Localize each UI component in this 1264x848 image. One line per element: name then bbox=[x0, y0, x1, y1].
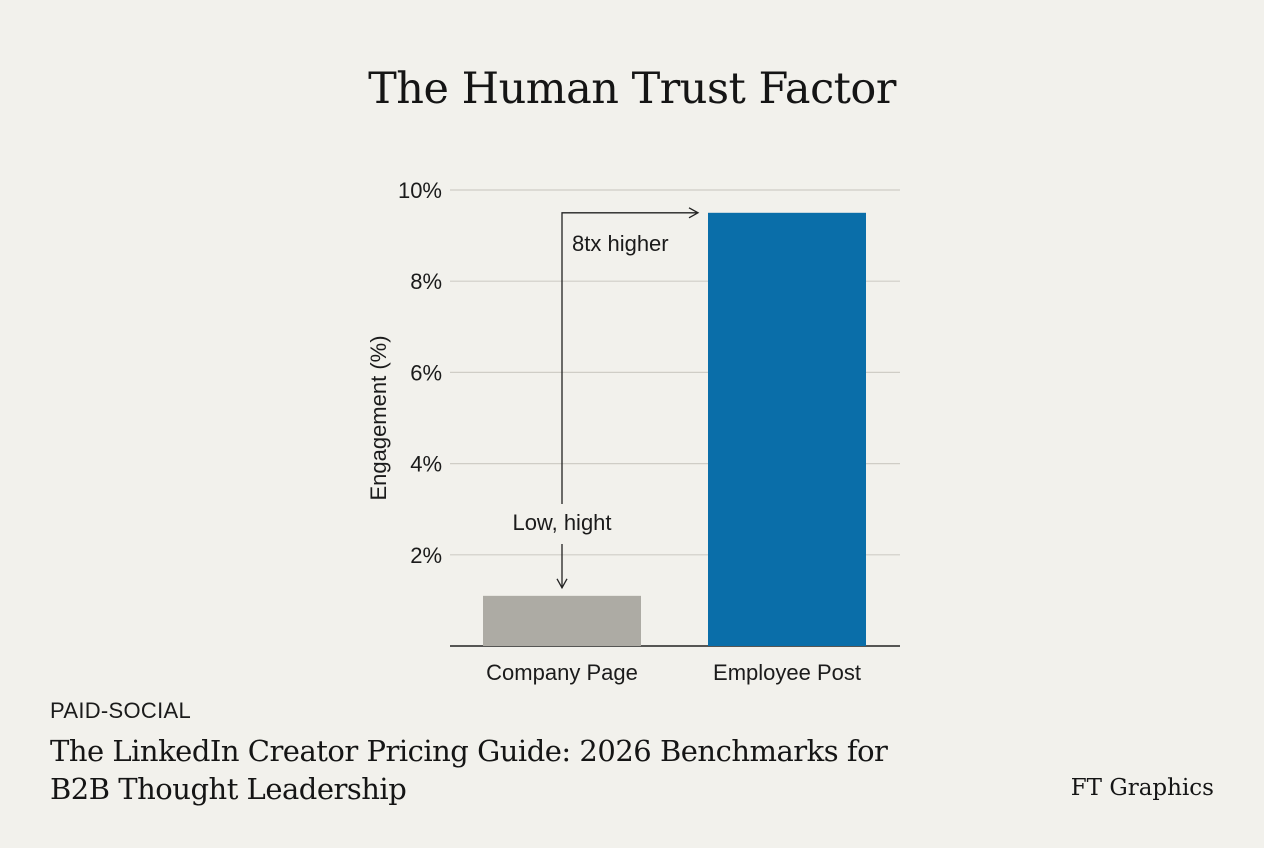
bar-employee-post bbox=[708, 212, 866, 647]
bar-company-page bbox=[483, 595, 641, 646]
ratio-connector-arrow bbox=[561, 207, 700, 504]
annotations: Low, hight 8tx higher bbox=[512, 207, 700, 590]
category-tag: PAID-SOCIAL bbox=[50, 698, 192, 723]
y-tick-label: 10% bbox=[398, 178, 442, 203]
bars bbox=[483, 212, 866, 647]
article-headline: The LinkedIn Creator Pricing Guide: 2026… bbox=[50, 734, 888, 806]
x-tick-labels: Company Page Employee Post bbox=[486, 660, 861, 685]
annotation-low: Low, hight bbox=[512, 510, 611, 535]
y-tick-labels: 2% 4% 6% 8% 10% bbox=[398, 178, 442, 568]
y-axis-label: Engagement (%) bbox=[366, 335, 391, 500]
y-tick-label: 6% bbox=[410, 360, 442, 385]
chart-title: The Human Trust Factor bbox=[368, 64, 896, 114]
x-tick-label: Employee Post bbox=[713, 660, 861, 685]
y-tick-label: 2% bbox=[410, 543, 442, 568]
y-tick-label: 4% bbox=[410, 452, 442, 477]
source-credit: FT Graphics bbox=[1070, 775, 1214, 801]
x-tick-label: Company Page bbox=[486, 660, 638, 685]
y-tick-label: 8% bbox=[410, 269, 442, 294]
annotation-ratio: 8tx higher bbox=[572, 231, 669, 256]
